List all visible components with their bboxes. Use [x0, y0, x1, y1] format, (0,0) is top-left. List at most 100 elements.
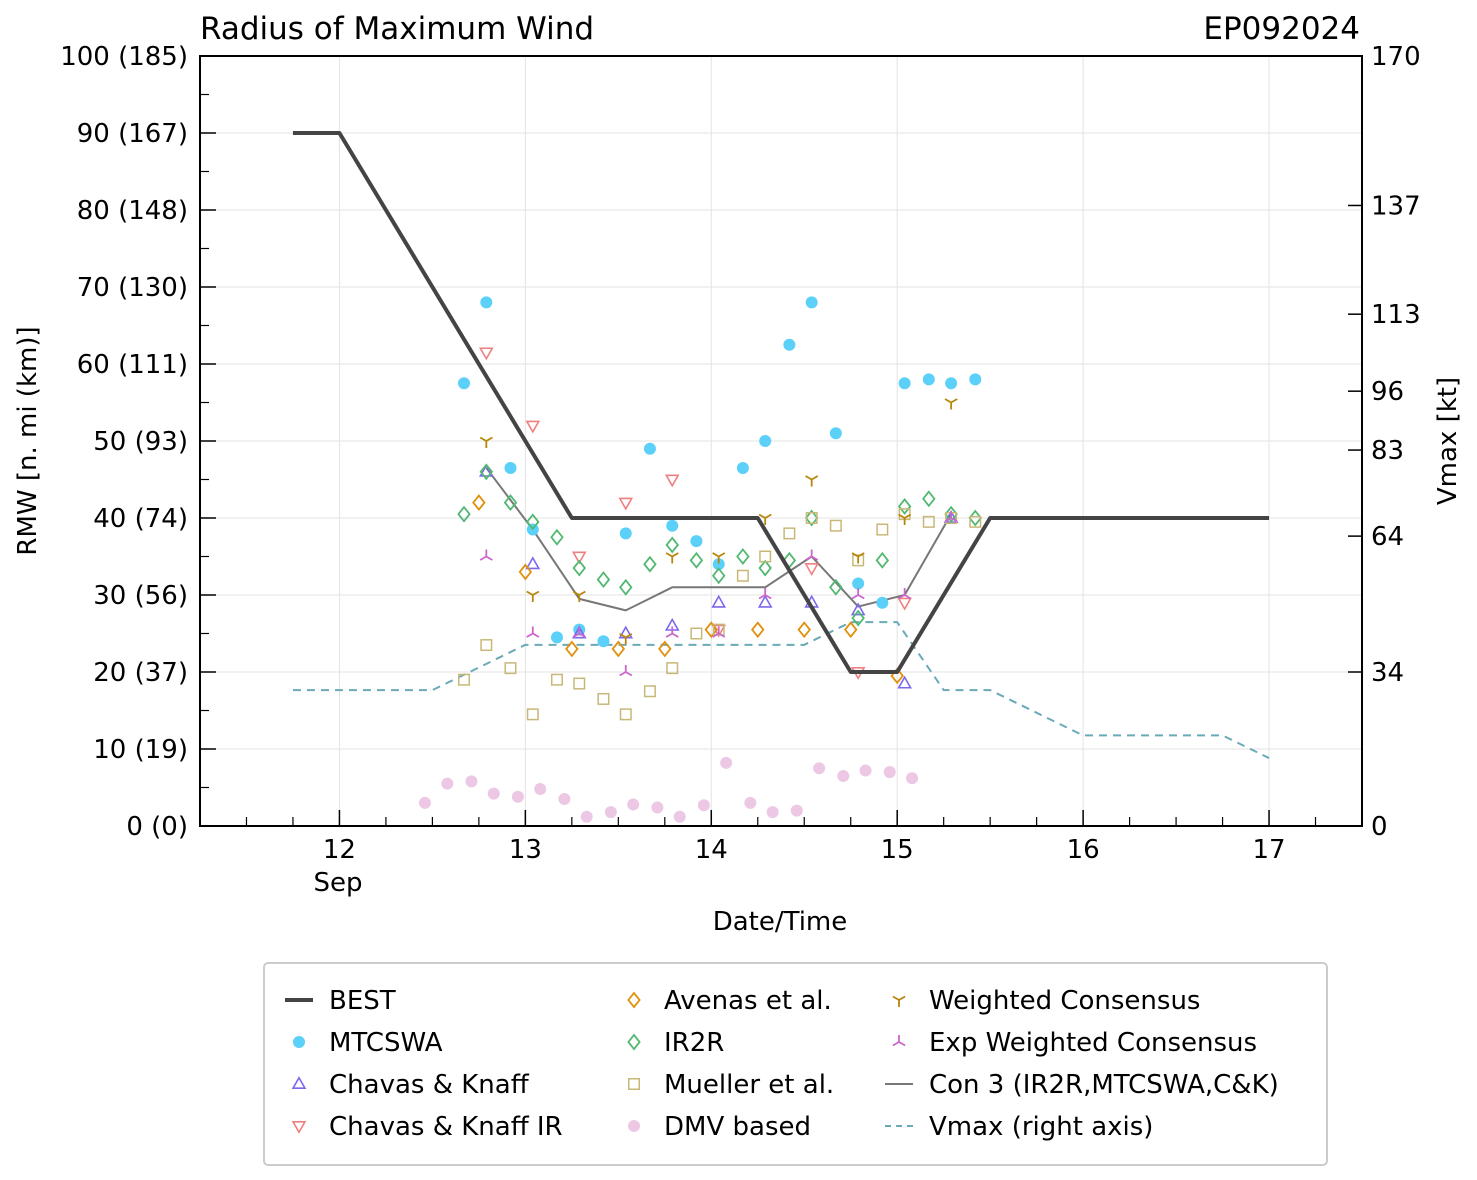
- chavas-knaff-ir-point: [618, 497, 634, 511]
- dmv-based-point: [720, 756, 733, 769]
- vmax-right-axis-line: [292, 621, 1270, 759]
- y-right-tick-label: 34: [1371, 658, 1404, 688]
- legend: BEST MTCSWA Chavas & Knaff Chavas & Knaff I…: [263, 962, 1328, 1166]
- dmv-based-point: [813, 762, 826, 775]
- y-tick-label: 20 (37): [93, 658, 188, 688]
- con-3-ir2r-mtcswa-c-k-line: [485, 467, 952, 612]
- y-right-tick-label: 137: [1371, 191, 1421, 221]
- exp-weighted-consensus-point: [526, 626, 540, 638]
- y-tick-label: 80 (148): [77, 196, 188, 226]
- mtcswa-point: [504, 461, 517, 474]
- weighted-consensus-point: [712, 552, 726, 564]
- legend-item-exp-weighted-consensus: Exp Weighted Consensus: [892, 1028, 1257, 1058]
- series-best: [292, 131, 1270, 674]
- exp-weighted-consensus-point: [851, 588, 865, 600]
- legend-label: BEST: [329, 986, 396, 1016]
- weighted-consensus-point: [944, 398, 958, 410]
- weighted-consensus-point: [665, 552, 679, 564]
- mueller-et-al-point: [829, 519, 842, 532]
- chavas-knaff-ir-point: [897, 597, 912, 611]
- ir2r-point: [736, 548, 750, 565]
- legend-item-dmv-based: DMV based: [628, 1112, 811, 1142]
- mtcswa-point: [550, 631, 563, 644]
- exp-weighted-consensus-point: [572, 626, 586, 638]
- axis-ticks: 12 13 14 15 16 17 0 (0) 10 (19) 20 (37) 30 (56) 40…: [60, 42, 1420, 865]
- legend-swatch: [628, 1120, 640, 1132]
- mueller-et-al-point: [480, 639, 493, 652]
- y-tick-label: 10 (19): [93, 735, 188, 765]
- x-tick-label: 15: [881, 835, 914, 865]
- series-exp-weighted-consensus: [479, 511, 958, 677]
- ir2r-point: [643, 555, 657, 573]
- legend-label: Weighted Consensus: [929, 986, 1200, 1016]
- dmv-based-point: [418, 796, 431, 809]
- exp-weighted-consensus-point: [665, 626, 679, 638]
- ir2r-point: [897, 498, 912, 515]
- dmv-based-point: [883, 766, 896, 779]
- chavas-knaff-ir-point: [804, 563, 819, 576]
- weighted-consensus-point: [805, 475, 819, 487]
- legend-swatch: [291, 1076, 307, 1089]
- ir2r-point: [968, 509, 983, 527]
- y-right-tick-label: 0: [1371, 812, 1388, 842]
- series-vmax-right-axis: [292, 621, 1270, 759]
- mueller-et-al-point: [504, 662, 517, 675]
- mtcswa-point: [643, 442, 656, 455]
- chavas-knaff-point: [711, 594, 727, 608]
- exp-weighted-consensus-point: [712, 626, 726, 638]
- mtcswa-point: [805, 296, 818, 309]
- mtcswa-point: [783, 338, 796, 351]
- legend-label: Exp Weighted Consensus: [929, 1028, 1257, 1058]
- mueller-et-al-point: [922, 515, 935, 528]
- y-tick-label: 60 (111): [77, 350, 188, 380]
- legend-swatch: [291, 1121, 307, 1134]
- mueller-et-al-point: [759, 550, 772, 563]
- exp-weighted-consensus-point: [944, 511, 958, 523]
- legend-label: DMV based: [664, 1112, 811, 1142]
- legend-box: [263, 962, 1328, 1166]
- mtcswa-point: [852, 577, 865, 590]
- avenas-et-al-point: [518, 563, 533, 581]
- y-tick-label: 30 (56): [93, 581, 188, 611]
- mueller-et-al-point: [690, 627, 703, 640]
- dmv-based-point: [604, 806, 617, 819]
- mueller-et-al-point: [969, 515, 982, 528]
- chavas-knaff-ir-point: [525, 420, 541, 434]
- mtcswa-point: [922, 373, 935, 386]
- y-tick-label: 40 (74): [93, 504, 188, 534]
- x-tick-label: 14: [695, 835, 728, 865]
- legend-item-best: BEST: [285, 986, 396, 1016]
- dmv-based-point: [441, 777, 454, 790]
- y-right-tick-label: 64: [1371, 522, 1404, 552]
- y-tick-label: 0 (0): [126, 812, 188, 842]
- mtcswa-point: [619, 527, 632, 540]
- dmv-based-point: [580, 810, 593, 823]
- x-axis-label: Date/Time: [713, 907, 848, 937]
- dmv-based-point: [859, 764, 872, 777]
- ir2r-point: [526, 513, 540, 531]
- legend-label: Vmax (right axis): [929, 1112, 1153, 1142]
- avenas-et-al-point: [797, 621, 811, 639]
- ir2r-point: [689, 551, 704, 569]
- mtcswa-point: [597, 635, 610, 648]
- chavas-knaff-point: [897, 675, 912, 689]
- best-line: [292, 131, 1270, 674]
- mueller-et-al-point: [597, 692, 610, 705]
- weighted-consensus-point: [758, 513, 772, 525]
- chavas-knaff-point: [618, 625, 634, 639]
- chavas-knaff-point: [850, 602, 866, 616]
- ir2r-point: [804, 509, 819, 527]
- mtcswa-point: [690, 535, 703, 548]
- avenas-et-al-point: [611, 640, 626, 658]
- y-right-tick-label: 96: [1371, 377, 1404, 407]
- mueller-et-al-point: [805, 512, 818, 524]
- weighted-consensus-point: [898, 513, 912, 525]
- weighted-consensus-point: [572, 590, 586, 602]
- series-layer: [292, 131, 1270, 823]
- chavas-knaff-point: [478, 463, 494, 477]
- dmv-based-point: [627, 798, 640, 811]
- chavas-knaff-point: [525, 556, 541, 570]
- legend-label: Avenas et al.: [664, 986, 832, 1016]
- ir2r-point: [572, 559, 587, 577]
